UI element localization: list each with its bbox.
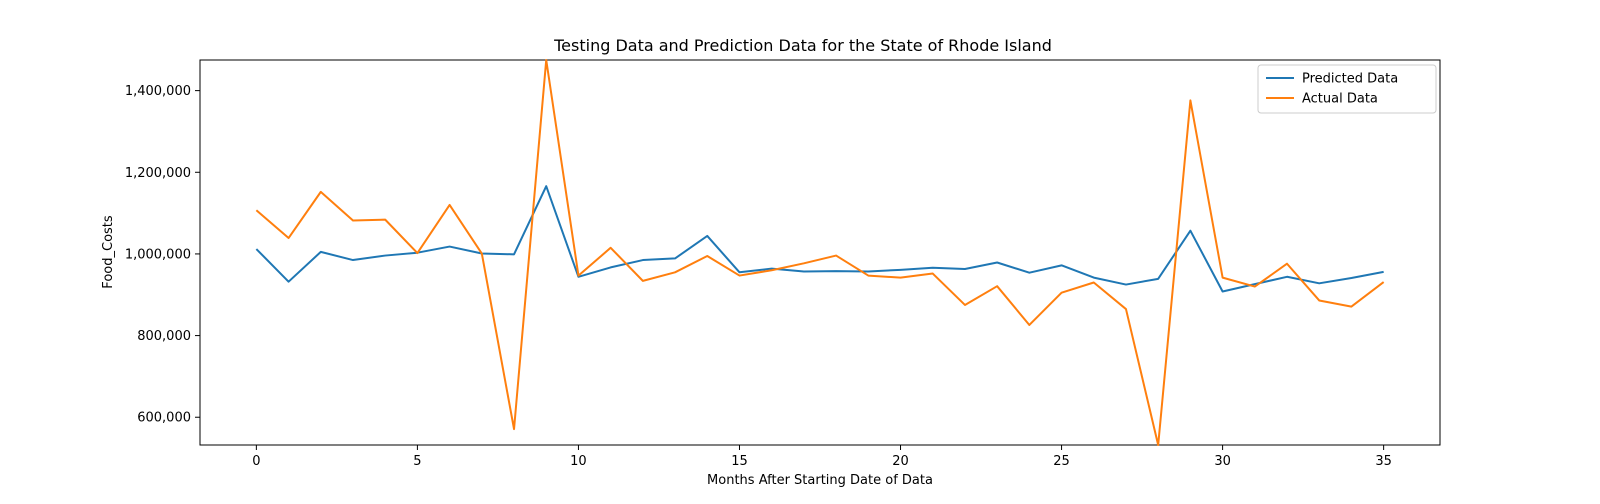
y-tick-label: 1,000,000 bbox=[125, 247, 191, 262]
x-tick-label: 25 bbox=[1053, 454, 1070, 469]
x-tick-label: 0 bbox=[252, 454, 260, 469]
x-tick-label: 15 bbox=[731, 454, 748, 469]
series-layer bbox=[255, 59, 1385, 446]
legend-box bbox=[1257, 64, 1437, 114]
x-tick-label: 35 bbox=[1375, 454, 1392, 469]
x-tick-label: 5 bbox=[413, 454, 421, 469]
plot-area-frame bbox=[199, 59, 1441, 446]
x-axis-label: Months After Starting Date of Data bbox=[707, 473, 933, 488]
x-tick-label: 10 bbox=[570, 454, 587, 469]
y-tick-label: 1,400,000 bbox=[125, 84, 191, 99]
series-line-actual-data bbox=[255, 59, 1385, 446]
y-axis-label: Food_Costs bbox=[101, 215, 116, 289]
legend: Predicted Data Actual Data bbox=[1257, 64, 1437, 114]
legend-label: Predicted Data bbox=[1302, 72, 1398, 87]
series-line-predicted-data bbox=[255, 185, 1384, 293]
chart-title: Testing Data and Prediction Data for the… bbox=[553, 36, 1052, 55]
x-axis-ticks: 0 5 10 15 20 25 30 35 bbox=[252, 445, 1392, 469]
y-tick-label: 800,000 bbox=[137, 329, 191, 344]
legend-label: Actual Data bbox=[1302, 92, 1378, 107]
y-tick-label: 600,000 bbox=[137, 411, 191, 426]
x-tick-label: 20 bbox=[892, 454, 909, 469]
y-tick-label: 1,200,000 bbox=[125, 166, 191, 181]
x-tick-label: 30 bbox=[1214, 454, 1231, 469]
y-axis-ticks: 600,000 800,000 1,000,000 1,200,000 1,400,00… bbox=[125, 84, 200, 426]
